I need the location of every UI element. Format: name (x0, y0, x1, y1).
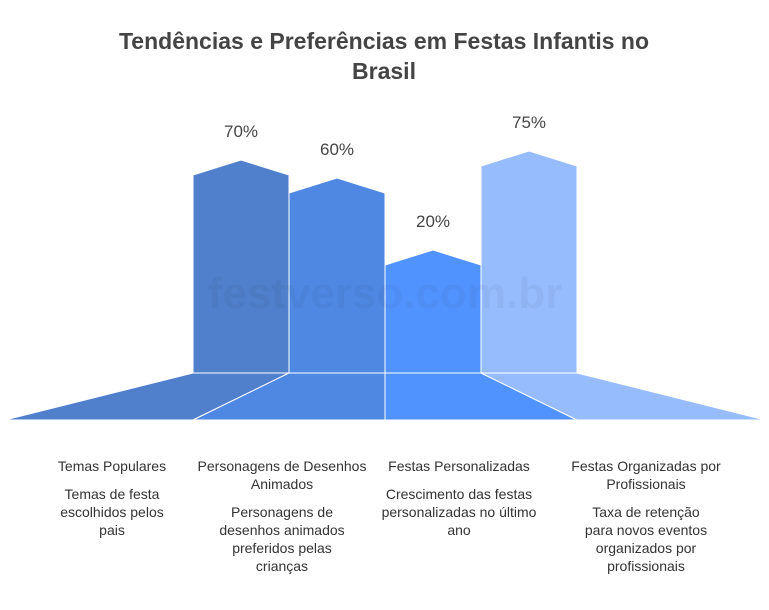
category-description: Personagens de desenhos animados preferi… (219, 504, 345, 574)
bar-base (480, 372, 766, 421)
value-label: 20% (416, 212, 450, 231)
bar (480, 150, 578, 374)
category-title: Festas Personalizadas (388, 458, 530, 474)
category-title: Festas Organizadas por Profissionais (571, 458, 721, 492)
category-label: Festas Personalizadas Crescimento das fes… (369, 457, 549, 539)
category-description: Temas de festa escolhidos pelos pais (60, 486, 164, 538)
category-label: Temas Populares Temas de festa escolhidos… (22, 457, 202, 539)
watermark: festverso.com.br (208, 269, 563, 318)
value-label: 75% (512, 113, 546, 132)
category-description: Taxa de retenção para novos eventos orga… (584, 504, 708, 574)
chart-title: Tendências e Preferências em Festas Infa… (118, 28, 650, 84)
bar (192, 159, 290, 374)
value-label: 70% (224, 122, 258, 141)
category-title: Personagens de Desenhos Animados (197, 458, 367, 492)
category-description: Crescimento das festas personalizadas no… (381, 486, 537, 538)
value-label: 60% (320, 140, 354, 159)
category-label: Festas Organizadas por Profissionais Taxa… (556, 457, 736, 575)
category-label: Personagens de Desenhos Animados Personag… (192, 457, 372, 575)
category-title: Temas Populares (57, 458, 167, 474)
